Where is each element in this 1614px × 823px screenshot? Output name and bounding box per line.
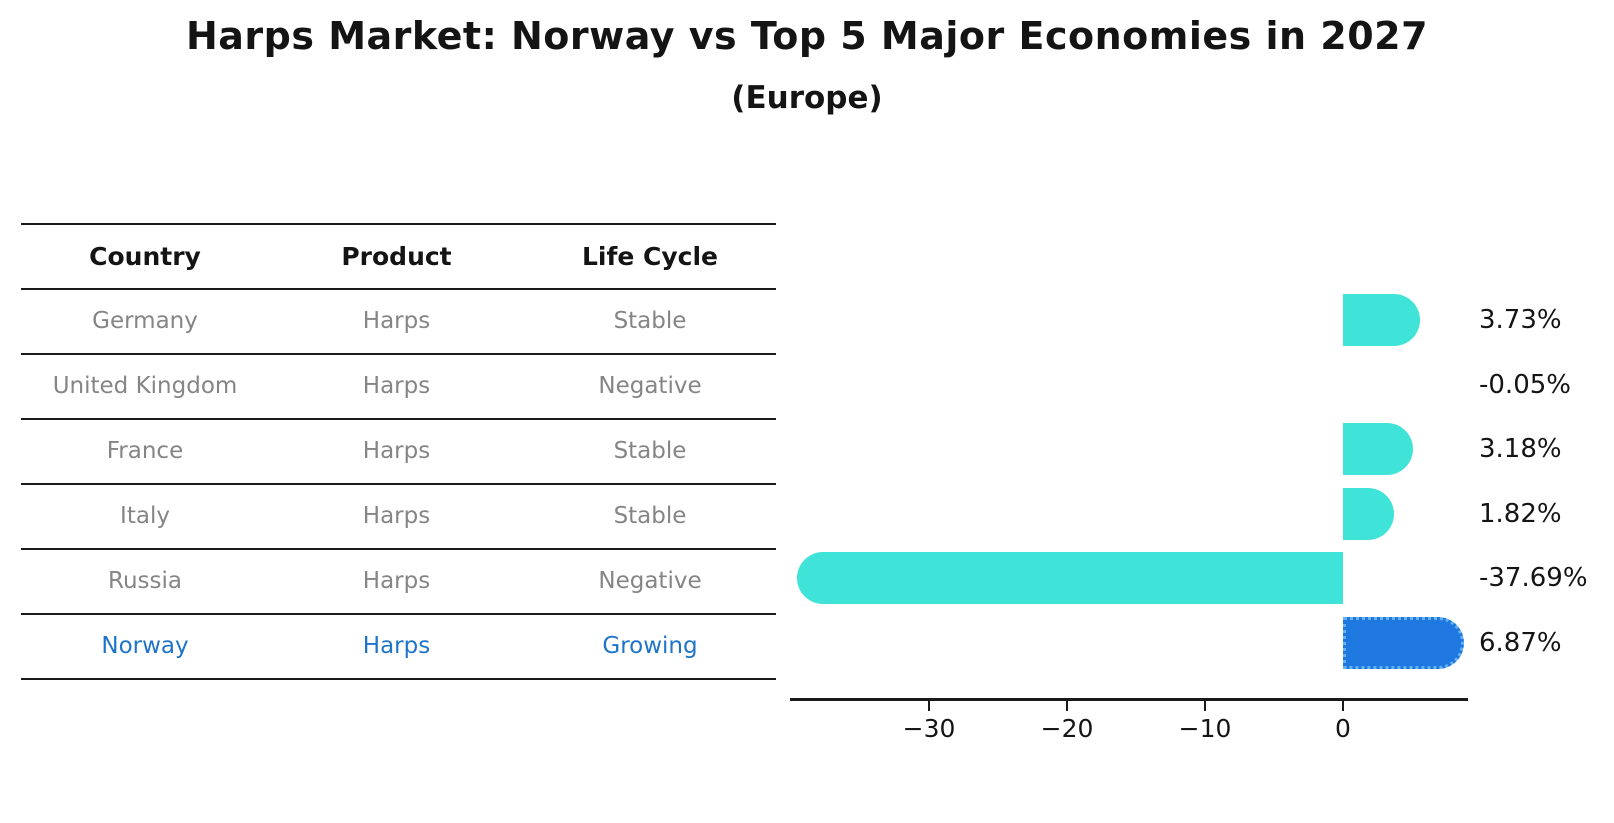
country-table: Country Product Life Cycle Germany Harps… bbox=[21, 223, 776, 680]
x-tick-0 bbox=[1342, 701, 1344, 711]
value-label-france: 3.18% bbox=[1479, 434, 1562, 465]
cell-country: United Kingdom bbox=[52, 373, 238, 399]
cell-product: Harps bbox=[362, 568, 431, 594]
cell-lifecycle: Stable bbox=[613, 503, 687, 529]
value-label-russia: -37.69% bbox=[1479, 563, 1588, 594]
table-row: United Kingdom Harps Negative bbox=[21, 355, 776, 420]
cell-lifecycle: Negative bbox=[598, 373, 702, 399]
table-row: France Harps Stable bbox=[21, 420, 776, 485]
value-label-united-kingdom: -0.05% bbox=[1479, 369, 1571, 400]
bar-france bbox=[1343, 423, 1413, 476]
chart-subtitle: (Europe) bbox=[731, 80, 883, 116]
x-tick--30 bbox=[928, 701, 930, 711]
x-axis-line bbox=[790, 698, 1468, 701]
bar-germany bbox=[1343, 294, 1421, 346]
x-tick--10 bbox=[1204, 701, 1206, 711]
col-header-product: Product bbox=[341, 242, 452, 271]
cell-product: Harps bbox=[362, 503, 431, 529]
table-row: Russia Harps Negative bbox=[21, 550, 776, 615]
col-header-lifecycle: Life Cycle bbox=[581, 242, 719, 271]
bar-russia bbox=[796, 552, 1343, 605]
cell-product: Harps bbox=[362, 633, 431, 659]
table-body: Germany Harps Stable United Kingdom Harp… bbox=[21, 290, 776, 680]
value-label-germany: 3.73% bbox=[1479, 305, 1562, 335]
x-tick-label--20: −20 bbox=[1040, 714, 1094, 743]
x-tick-label--30: −30 bbox=[902, 714, 956, 743]
bar-norway bbox=[1343, 617, 1464, 669]
cell-lifecycle: Stable bbox=[613, 308, 687, 334]
cell-country: Russia bbox=[108, 568, 182, 594]
cell-country: Germany bbox=[92, 308, 198, 334]
table-row: Germany Harps Stable bbox=[21, 290, 776, 355]
x-tick-label-0: 0 bbox=[1335, 714, 1351, 743]
col-header-country: Country bbox=[89, 242, 201, 271]
cell-lifecycle: Negative bbox=[598, 568, 702, 594]
value-label-norway: 6.87% bbox=[1479, 628, 1562, 658]
bar-italy bbox=[1343, 487, 1395, 540]
table-row: Italy Harps Stable bbox=[21, 485, 776, 550]
cell-product: Harps bbox=[362, 373, 431, 399]
table-header-row: Country Product Life Cycle bbox=[21, 225, 776, 290]
cell-country: France bbox=[106, 438, 184, 464]
cell-lifecycle: Stable bbox=[613, 438, 687, 464]
x-tick--20 bbox=[1066, 701, 1068, 711]
cell-country: Norway bbox=[101, 633, 189, 659]
value-label-italy: 1.82% bbox=[1479, 498, 1562, 529]
table-row: Norway Harps Growing bbox=[21, 615, 776, 680]
cell-lifecycle: Growing bbox=[602, 633, 698, 659]
cell-product: Harps bbox=[362, 308, 431, 334]
x-tick-label--10: −10 bbox=[1178, 714, 1232, 743]
cell-product: Harps bbox=[362, 438, 431, 464]
cell-country: Italy bbox=[120, 503, 170, 529]
chart-title: Harps Market: Norway vs Top 5 Major Econ… bbox=[185, 14, 1429, 58]
